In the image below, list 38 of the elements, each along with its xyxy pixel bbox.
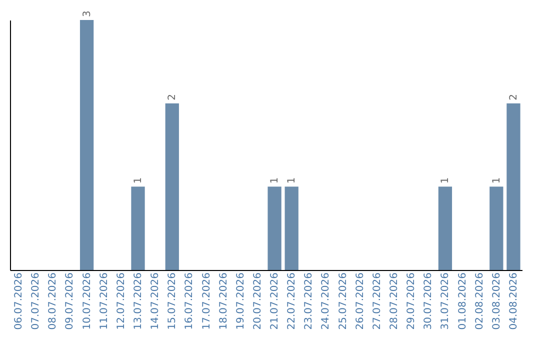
x-tick-label: 03.08.2026 (491, 272, 502, 330)
x-tick-label: 31.07.2026 (440, 272, 452, 330)
data-label: 2 (508, 94, 520, 100)
x-tick-label: 15.07.2026 (167, 272, 178, 330)
data-label: 1 (270, 177, 281, 184)
x-tick-label: 09.07.2026 (64, 272, 76, 330)
x-tick-label: 10.07.2026 (82, 272, 93, 330)
x-tick-label: 13.07.2026 (133, 272, 144, 330)
x-tick-label: 12.07.2026 (116, 272, 127, 330)
x-tick-label: 19.07.2026 (235, 272, 246, 330)
x-tick-label: 29.07.2026 (406, 272, 418, 330)
x-tick-label: 08.07.2026 (48, 272, 59, 330)
x-tick-label: 23.07.2026 (304, 272, 315, 330)
x-tick-label: 16.07.2026 (184, 272, 196, 330)
data-label: 1 (286, 177, 298, 184)
x-tick-label: 20.07.2026 (252, 272, 264, 330)
data-label: 1 (491, 177, 502, 184)
x-tick-label: 18.07.2026 (218, 272, 230, 330)
x-tick-label: 30.07.2026 (423, 272, 434, 330)
data-label: 1 (133, 177, 144, 184)
x-tick-label: 02.08.2026 (474, 272, 486, 330)
x-tick-label: 28.07.2026 (389, 272, 400, 330)
x-tick-label: 22.07.2026 (286, 272, 298, 330)
x-tick-label: 11.07.2026 (98, 272, 110, 330)
x-tick-label: 26.07.2026 (354, 272, 366, 330)
x-tick-label: 25.07.2026 (338, 272, 349, 330)
x-tick-label: 01.08.2026 (457, 272, 468, 330)
x-tick-label: 06.07.2026 (14, 272, 25, 330)
x-tick-label: 24.07.2026 (320, 272, 332, 330)
x-tick-label: 04.08.2026 (508, 272, 520, 330)
x-tick-label: 17.07.2026 (201, 272, 212, 330)
data-label: 1 (440, 177, 452, 184)
data-label: 3 (82, 10, 93, 17)
x-tick-label: 21.07.2026 (270, 272, 281, 330)
x-tick-label: 07.07.2026 (30, 272, 42, 330)
data-label: 2 (167, 94, 178, 100)
x-tick-label: 14.07.2026 (150, 272, 162, 330)
x-tick-label: 27.07.2026 (372, 272, 383, 330)
